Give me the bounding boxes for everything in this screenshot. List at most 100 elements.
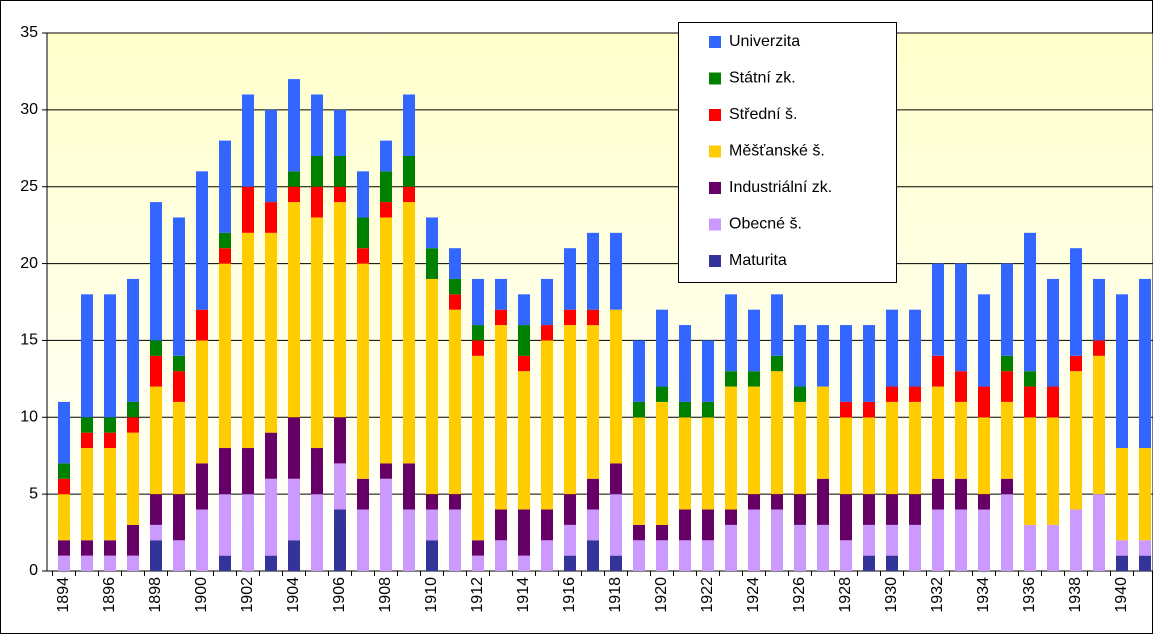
x-tick-label: 1922 <box>699 577 716 613</box>
bar-segment <box>1070 371 1082 510</box>
bar-segment <box>403 463 415 510</box>
bar-segment <box>863 494 875 525</box>
bar-segment <box>380 140 392 172</box>
bar-segment <box>748 371 760 387</box>
bar-segment <box>817 386 829 479</box>
bar-segment <box>265 202 277 233</box>
bar-segment <box>1139 540 1151 556</box>
bar-segment <box>196 509 208 571</box>
bar-segment <box>357 509 369 571</box>
bar-segment <box>771 294 783 356</box>
bar-segment <box>242 232 254 449</box>
bar-segment <box>449 494 461 510</box>
x-tick-label: 1930 <box>883 577 900 613</box>
bar-segment <box>1093 494 1105 571</box>
bar-segment <box>357 248 369 264</box>
bar-segment <box>932 355 944 387</box>
bar-segment <box>449 309 461 495</box>
bar-segment <box>725 386 737 510</box>
x-tick-label: 1924 <box>745 577 762 613</box>
bar-segment <box>587 309 599 326</box>
x-tick-label: 1914 <box>515 577 532 613</box>
bar-segment <box>58 401 70 464</box>
bar-segment <box>771 355 783 372</box>
bar-segment <box>334 109 346 156</box>
bar-segment <box>633 540 645 571</box>
x-tick-label: 1902 <box>239 577 256 613</box>
legend-label: Industriální zk. <box>729 179 832 196</box>
bar-segment <box>679 401 691 418</box>
bar-segment <box>656 386 668 402</box>
bar-segment <box>518 555 530 571</box>
bar-segment <box>288 478 300 541</box>
bar-segment <box>265 232 277 433</box>
y-tick-label: 20 <box>20 255 38 272</box>
bar-segment <box>518 355 530 372</box>
x-tick-label: 1926 <box>791 577 808 613</box>
bar-segment <box>863 555 875 571</box>
y-tick-label: 30 <box>20 101 38 118</box>
bar-segment <box>403 509 415 571</box>
bar-segment <box>725 509 737 525</box>
bar-segment <box>334 202 346 418</box>
bar-segment <box>242 448 254 495</box>
bar-segment <box>932 509 944 571</box>
legend-swatch <box>709 145 721 158</box>
bar-segment <box>104 540 116 556</box>
legend-label: Střední š. <box>729 106 797 123</box>
bar-segment <box>58 478 70 495</box>
bar-segment <box>150 540 162 571</box>
bar-segment <box>173 355 185 372</box>
bar-segment <box>150 202 162 341</box>
legend-label: Maturita <box>729 252 787 269</box>
x-tick-label: 1936 <box>1021 577 1038 613</box>
bar-segment <box>1001 263 1013 356</box>
bar-segment <box>495 278 507 310</box>
bar-segment <box>311 94 323 156</box>
bar-segment <box>1001 401 1013 479</box>
bar-segment <box>1139 448 1151 541</box>
legend-swatch <box>709 218 721 231</box>
bar-segment <box>173 371 185 402</box>
bar-segment <box>909 494 921 525</box>
bar-segment <box>472 340 484 356</box>
bar-segment <box>679 417 691 510</box>
bar-segment <box>265 432 277 479</box>
bar-segment <box>81 555 93 571</box>
bar-segment <box>150 355 162 387</box>
bar-segment <box>932 478 944 510</box>
bar-segment <box>886 494 898 525</box>
bar-segment <box>1116 555 1128 571</box>
bar-segment <box>978 294 990 387</box>
legend-label: Měšťanské š. <box>729 143 825 160</box>
bar-segment <box>104 432 116 449</box>
plot-area <box>46 32 1153 572</box>
bar-segment <box>150 494 162 525</box>
bar-segment <box>334 417 346 464</box>
bar-segment <box>541 540 553 571</box>
bar-segment <box>656 401 668 525</box>
bar-segment <box>702 417 714 510</box>
bar-segment <box>426 248 438 279</box>
y-tick-label: 10 <box>20 409 38 426</box>
legend-label: Univerzita <box>729 33 800 50</box>
bar-segment <box>748 509 760 571</box>
x-tick-label: 1900 <box>193 577 210 613</box>
bar-segment <box>564 248 576 310</box>
bar-segment <box>1001 494 1013 571</box>
bar-segment <box>886 555 898 571</box>
legend-label: Státní zk. <box>729 70 796 87</box>
bar-segment <box>1047 417 1059 525</box>
bar-segment <box>219 263 231 449</box>
bar-segment <box>564 494 576 525</box>
bar-segment <box>702 540 714 571</box>
bar-segment <box>357 217 369 249</box>
bar-segment <box>403 155 415 187</box>
bar-segment <box>679 325 691 402</box>
bar-segment <box>311 155 323 187</box>
x-tick-label: 1904 <box>285 577 302 613</box>
bar-segment <box>288 186 300 203</box>
bar-segment <box>219 140 231 233</box>
bar-segment <box>840 401 852 418</box>
bar-segment <box>978 509 990 571</box>
